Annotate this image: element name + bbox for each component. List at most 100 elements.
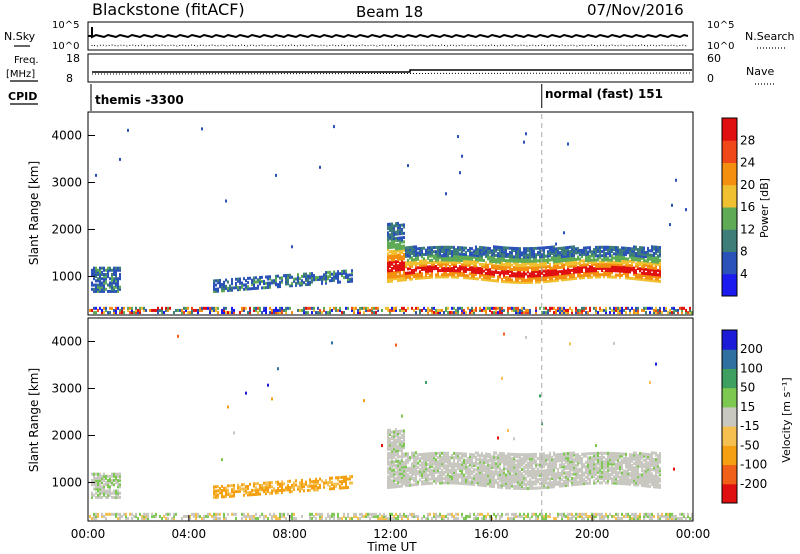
- power-cell: [483, 246, 485, 250]
- power-cell: [515, 266, 517, 270]
- power-cell: [571, 251, 573, 255]
- velocity-cell: [463, 458, 465, 462]
- velocity-cell: [237, 483, 239, 487]
- velocity-cell: [473, 476, 475, 480]
- velocity-cell: [527, 512, 529, 516]
- power-cell: [643, 261, 645, 265]
- power-cell: [303, 311, 305, 315]
- power-cell: [191, 308, 193, 312]
- power-cell: [469, 251, 471, 255]
- velocity-cell: [499, 458, 501, 462]
- power-cell: [319, 277, 321, 281]
- velocity-cell: [533, 467, 535, 471]
- velocity-cell: [485, 514, 487, 518]
- power-cell: [435, 250, 437, 254]
- power-cell: [599, 264, 601, 268]
- power-cell: [461, 256, 463, 260]
- power-cell: [419, 247, 421, 251]
- power-cell: [563, 276, 565, 280]
- velocity-cell: [523, 474, 525, 478]
- velocity-cell: [469, 469, 471, 473]
- velocity-cell: [433, 462, 435, 466]
- velocity-cell: [401, 469, 403, 473]
- velocity-cell: [237, 485, 239, 489]
- power-cell: [355, 306, 357, 310]
- power-cell: [113, 272, 115, 276]
- power-cell: [659, 260, 661, 264]
- velocity-cell: [267, 483, 269, 487]
- velocity-cell: [509, 475, 511, 479]
- velocity-cell: [111, 478, 113, 482]
- power-cell: [511, 270, 513, 274]
- power-cell: [477, 249, 479, 253]
- power-cell: [157, 306, 159, 310]
- velocity-cell: [459, 473, 461, 477]
- power-cell: [329, 272, 331, 276]
- power-cell: [215, 308, 217, 312]
- velocity-cell: [399, 438, 401, 442]
- velocity-cell: [409, 483, 411, 487]
- power-cell: [459, 267, 461, 271]
- power-cell: [583, 306, 585, 310]
- velocity-cell: [549, 479, 551, 483]
- power-cell: [483, 306, 485, 310]
- power-cell: [447, 306, 449, 310]
- velocity-cell: [293, 485, 295, 489]
- power-cell: [441, 273, 443, 277]
- power-cell: [441, 262, 443, 266]
- power-cell: [525, 249, 527, 253]
- velocity-cell: [455, 477, 457, 481]
- power-cell: [589, 254, 591, 258]
- velocity-cell: [133, 514, 135, 518]
- velocity-cell: [415, 483, 417, 487]
- velocity-cell: [441, 458, 443, 462]
- power-cell: [427, 306, 429, 310]
- velocity-cell: [333, 514, 335, 518]
- velocity-cell: [427, 473, 429, 477]
- velocity-cell: [269, 491, 271, 495]
- power-cell: [313, 278, 315, 282]
- velocity-cell: [481, 454, 483, 458]
- velocity-cell: [107, 512, 109, 516]
- power-cell: [437, 250, 439, 254]
- velocity-cell: [461, 469, 463, 473]
- velocity-cell: [289, 490, 291, 494]
- velocity-cell: [399, 461, 401, 465]
- velocity-cell: [395, 434, 397, 438]
- power-cell: [649, 268, 651, 272]
- power-cell: [585, 254, 587, 258]
- power-cell: [637, 275, 639, 279]
- velocity-cell: [89, 514, 91, 518]
- power-cell: [571, 260, 573, 264]
- power-cell: [621, 308, 623, 312]
- power-cell: [657, 277, 659, 281]
- power-cell: [549, 252, 551, 256]
- velocity-cell: [477, 453, 479, 457]
- velocity-cell: [103, 476, 105, 480]
- power-cell: [111, 283, 113, 287]
- power-cell: [239, 279, 241, 283]
- velocity-cell: [311, 484, 313, 488]
- velocity-cell: [331, 482, 333, 486]
- velocity-cell: [415, 480, 417, 484]
- power-cell: [491, 274, 493, 278]
- power-cell: [513, 280, 515, 284]
- power-cell: [205, 306, 207, 310]
- power-cell: [417, 274, 419, 278]
- power-cell: [607, 260, 609, 264]
- power-cell: [631, 266, 633, 270]
- power-cell: [551, 245, 553, 249]
- velocity-cell: [429, 512, 431, 516]
- velocity-cell: [421, 457, 423, 461]
- power-cell: [535, 270, 537, 274]
- power-cell: [435, 308, 437, 312]
- power-cell: [589, 269, 591, 273]
- power-cell: [495, 306, 497, 310]
- velocity-cell: [439, 460, 441, 464]
- power-cell: [427, 250, 429, 254]
- velocity-cell: [251, 517, 253, 521]
- power-cell: [411, 269, 413, 273]
- power-cell: [641, 248, 643, 252]
- power-cell: [387, 269, 389, 273]
- power-cell: [389, 256, 391, 260]
